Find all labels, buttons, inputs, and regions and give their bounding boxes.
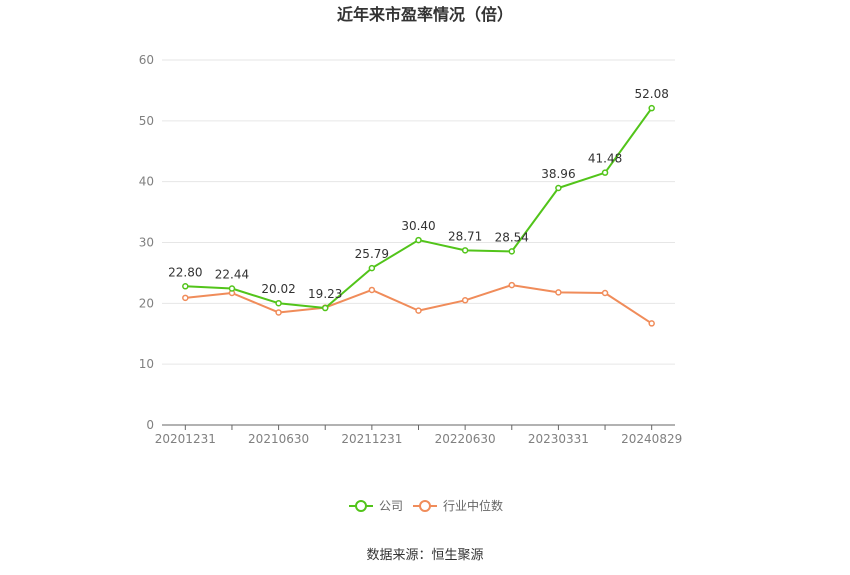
- series-layer: 22.80 22.44 20.02 19.23 25.79 30.40 28.71 28.54…: [168, 87, 669, 327]
- data-point[interactable]: [368, 286, 376, 294]
- data-point[interactable]: [601, 289, 609, 297]
- legend-label: 行业中位数: [443, 498, 503, 513]
- series-line-1: [185, 284, 653, 325]
- data-label: 19.23: [308, 287, 342, 301]
- data-point[interactable]: [461, 247, 469, 254]
- data-label: 41.48: [588, 152, 622, 166]
- x-tick-label: 20210630: [248, 432, 309, 446]
- data-label: 25.79: [355, 247, 389, 261]
- data-point[interactable]: [415, 307, 422, 314]
- y-tick-label: 40: [139, 175, 154, 189]
- data-point[interactable]: [555, 289, 562, 296]
- y-tick-label: 20: [139, 296, 154, 310]
- series-line-0: [185, 107, 653, 310]
- data-point[interactable]: [648, 320, 655, 327]
- data-point[interactable]: [228, 285, 236, 292]
- data-label: 38.96: [541, 167, 575, 181]
- legend-item-1[interactable]: 行业中位数: [413, 498, 503, 513]
- data-label: 28.71: [448, 229, 482, 243]
- x-axis: 20201231 20210630 20211231 20220630 20230331…: [155, 424, 682, 446]
- x-tick-label: 20240829: [621, 432, 682, 446]
- grid: [162, 59, 675, 365]
- legend-marker-icon: [419, 500, 431, 512]
- data-source: 数据来源：恒生聚源: [366, 548, 483, 563]
- data-point[interactable]: [182, 294, 189, 302]
- y-tick-label: 0: [146, 418, 154, 432]
- legend-item-0[interactable]: 公司: [349, 499, 403, 513]
- x-tick-label: 20220630: [435, 432, 496, 446]
- y-tick-label: 50: [139, 114, 154, 128]
- data-point[interactable]: [601, 169, 609, 176]
- data-label: 22.44: [215, 267, 249, 281]
- data-point[interactable]: [555, 184, 562, 192]
- x-tick-label: 20230331: [528, 432, 589, 446]
- data-point[interactable]: [648, 104, 655, 112]
- data-point[interactable]: [415, 236, 422, 244]
- legend[interactable]: 公司 行业中位数: [349, 498, 503, 513]
- x-tick-label: 20201231: [155, 432, 216, 446]
- chart-title: 近年来市盈率情况（倍）: [337, 5, 513, 24]
- data-point[interactable]: [275, 309, 282, 316]
- data-point[interactable]: [461, 297, 469, 304]
- data-point[interactable]: [368, 264, 376, 272]
- data-label: 22.80: [168, 265, 202, 279]
- y-tick-label: 30: [139, 236, 154, 250]
- x-tick-label: 20211231: [341, 432, 402, 446]
- data-label: 28.54: [495, 230, 529, 244]
- data-label: 52.08: [635, 87, 669, 101]
- y-axis: 0 10 20 30 40 50 60: [139, 53, 154, 432]
- data-point[interactable]: [182, 283, 189, 290]
- data-point[interactable]: [275, 299, 282, 307]
- legend-label: 公司: [379, 499, 403, 513]
- y-tick-label: 10: [139, 357, 154, 371]
- data-point[interactable]: [321, 304, 329, 312]
- y-tick-label: 60: [139, 53, 154, 67]
- data-label: 30.40: [401, 219, 435, 233]
- data-point[interactable]: [508, 281, 516, 289]
- legend-marker-icon: [355, 500, 367, 512]
- data-label: 20.02: [261, 282, 295, 296]
- data-point[interactable]: [508, 248, 516, 255]
